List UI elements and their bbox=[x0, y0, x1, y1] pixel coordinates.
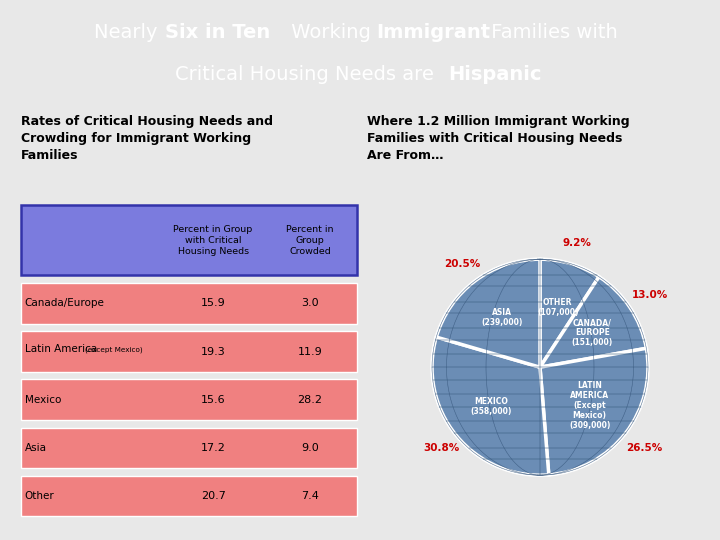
Text: MEXICO
(358,000): MEXICO (358,000) bbox=[471, 397, 512, 416]
FancyBboxPatch shape bbox=[22, 476, 356, 516]
Text: 30.8%: 30.8% bbox=[423, 443, 459, 453]
Text: 9.0: 9.0 bbox=[301, 443, 319, 453]
FancyBboxPatch shape bbox=[22, 283, 356, 323]
Text: 17.2: 17.2 bbox=[201, 443, 225, 453]
Text: ASIA
(239,000): ASIA (239,000) bbox=[482, 308, 523, 327]
Text: 3.0: 3.0 bbox=[301, 298, 319, 308]
Text: 26.5%: 26.5% bbox=[626, 443, 662, 453]
Text: Latin America: Latin America bbox=[24, 345, 97, 354]
Text: 13.0%: 13.0% bbox=[631, 289, 668, 300]
Text: 19.3: 19.3 bbox=[201, 347, 225, 356]
Text: OTHER
(107,000): OTHER (107,000) bbox=[537, 298, 579, 316]
FancyBboxPatch shape bbox=[22, 428, 356, 468]
Text: Other: Other bbox=[24, 491, 55, 501]
Text: Mexico: Mexico bbox=[24, 395, 61, 404]
Text: Working: Working bbox=[285, 23, 377, 43]
Text: Six in Ten: Six in Ten bbox=[165, 23, 270, 43]
Wedge shape bbox=[432, 337, 549, 475]
Text: LATIN
AMERICA
(Except
Mexico)
(309,000): LATIN AMERICA (Except Mexico) (309,000) bbox=[569, 381, 611, 430]
FancyBboxPatch shape bbox=[22, 331, 356, 372]
Text: 20.7: 20.7 bbox=[201, 491, 225, 501]
Text: 15.9: 15.9 bbox=[201, 298, 225, 308]
Text: 11.9: 11.9 bbox=[297, 347, 323, 356]
Text: 9.2%: 9.2% bbox=[562, 238, 591, 248]
Text: Rates of Critical Housing Needs and
Crowding for Immigrant Working
Families: Rates of Critical Housing Needs and Crow… bbox=[22, 116, 274, 163]
Text: (except Mexico): (except Mexico) bbox=[85, 347, 143, 354]
FancyBboxPatch shape bbox=[22, 205, 356, 275]
Text: 20.5%: 20.5% bbox=[444, 259, 480, 268]
Text: Percent in Group
with Critical
Housing Needs: Percent in Group with Critical Housing N… bbox=[174, 225, 253, 256]
Text: 15.6: 15.6 bbox=[201, 395, 225, 404]
Wedge shape bbox=[436, 259, 540, 367]
Text: Asia: Asia bbox=[24, 443, 47, 453]
Text: Hispanic: Hispanic bbox=[449, 65, 541, 84]
Text: Critical Housing Needs are: Critical Housing Needs are bbox=[175, 65, 441, 84]
Wedge shape bbox=[540, 276, 647, 367]
FancyBboxPatch shape bbox=[22, 380, 356, 420]
Text: 28.2: 28.2 bbox=[297, 395, 323, 404]
Text: Nearly: Nearly bbox=[94, 23, 163, 43]
Text: Where 1.2 Million Immigrant Working
Families with Critical Housing Needs
Are Fro: Where 1.2 Million Immigrant Working Fami… bbox=[367, 116, 630, 163]
Text: CANADA/
EUROPE
(151,000): CANADA/ EUROPE (151,000) bbox=[572, 318, 613, 347]
Wedge shape bbox=[540, 348, 648, 475]
Text: Canada/Europe: Canada/Europe bbox=[24, 298, 104, 308]
Wedge shape bbox=[540, 259, 599, 367]
Text: Families with: Families with bbox=[485, 23, 617, 43]
Text: Percent in
Group
Crowded: Percent in Group Crowded bbox=[286, 225, 333, 256]
Text: Immigrant: Immigrant bbox=[376, 23, 490, 43]
Text: 7.4: 7.4 bbox=[301, 491, 319, 501]
